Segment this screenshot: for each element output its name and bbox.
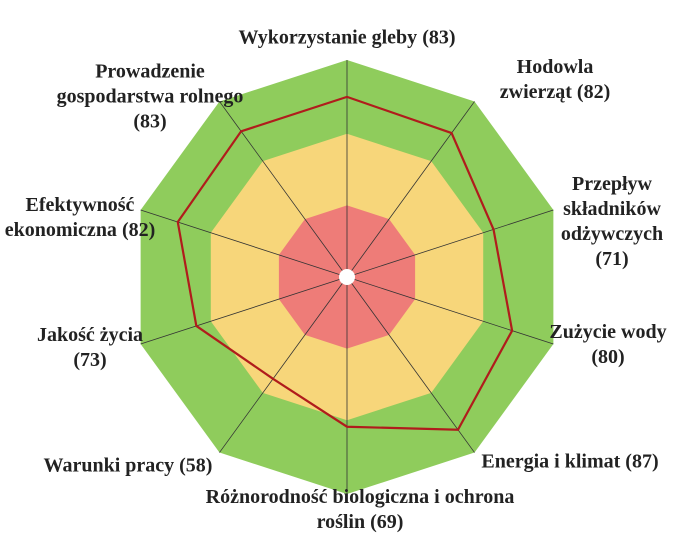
value-label: (69): [370, 511, 404, 533]
axis-label: Prowadzenie gospodarstwa rolnego (83): [55, 60, 245, 135]
category-name: Prowadzenie gospodarstwa rolnego: [56, 60, 244, 108]
category-name: Efektywność ekonomiczna: [4, 194, 135, 241]
axis-line: [346, 276, 475, 453]
category-name: Różnorodność biologiczna i ochrona rośli…: [205, 486, 515, 533]
category-name: Hodowla zwierząt: [499, 56, 594, 103]
category-name: Warunki pracy: [43, 454, 175, 477]
center: [339, 269, 355, 285]
value-label: (71): [595, 248, 629, 270]
axis-label: Warunki pracy (58): [38, 454, 218, 479]
category-name: Zużycie wody: [549, 321, 667, 343]
axis-line: [346, 276, 554, 345]
axis-line: [140, 209, 348, 278]
axis-line: [346, 101, 475, 278]
value-label: (80): [591, 346, 625, 368]
axis-line: [346, 209, 554, 278]
category-name: Przepływ składników odżywczych: [560, 173, 664, 245]
category-name: Energia i klimat: [481, 450, 621, 473]
value-label: (83): [133, 110, 167, 133]
value-label: (82): [576, 81, 611, 103]
value-label: (82): [121, 219, 156, 241]
category-name: Wykorzystanie gleby: [238, 26, 418, 49]
category-name: Jakość życia: [36, 324, 144, 346]
value-label: (87): [625, 450, 659, 473]
value-label: (58): [179, 454, 213, 477]
data-line: [176, 95, 514, 431]
axis-label: Hodowla zwierząt (82): [480, 55, 630, 105]
axis-label: Różnorodność biologiczna i ochrona rośli…: [200, 485, 520, 535]
axis-label: Jakość życia (73): [25, 323, 155, 373]
axis-label: Zużycie wody (80): [543, 320, 673, 370]
value-label: (73): [73, 349, 107, 371]
axis-label: Przepływ składników odżywczych (71): [542, 172, 677, 272]
axis-label: Energia i klimat (87): [470, 450, 670, 475]
axis-line: [219, 276, 348, 453]
value-label: (83): [422, 26, 456, 49]
axis-label: Wykorzystanie gleby (83): [237, 26, 457, 51]
axis-line: [140, 276, 348, 345]
axis-label: Efektywność ekonomiczna (82): [0, 193, 165, 243]
